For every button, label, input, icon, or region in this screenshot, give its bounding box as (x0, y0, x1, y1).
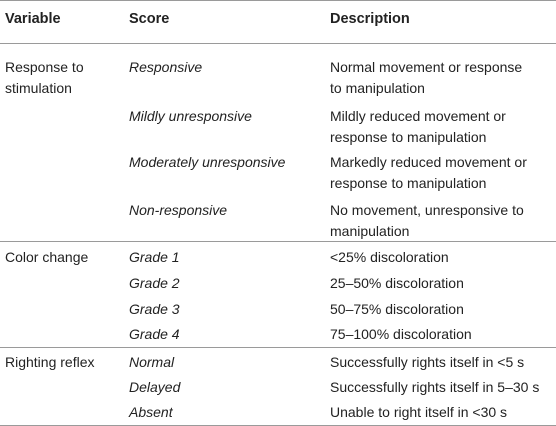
description-cell: Successfully rights itself in <5 s (330, 354, 525, 370)
description-cell: 75–100% discoloration (330, 326, 472, 342)
variable-righting-reflex: Righting reflex (5, 354, 95, 370)
score-cell: Grade 1 (129, 249, 180, 265)
description-cell: Mildly reduced movement or response to m… (330, 108, 506, 145)
description-cell: 50–75% discoloration (330, 301, 464, 317)
score-cell: Moderately unresponsive (129, 154, 286, 170)
header-rule (0, 43, 556, 44)
header-description: Description (330, 11, 410, 27)
table-top-rule (0, 0, 556, 1)
score-cell: Responsive (129, 59, 203, 75)
score-cell: Grade 3 (129, 301, 180, 317)
description-cell: <25% discoloration (330, 249, 449, 265)
score-cell: Grade 2 (129, 275, 180, 291)
header-score: Score (129, 11, 170, 27)
score-cell: Delayed (129, 379, 181, 395)
score-cell: Mildly unresponsive (129, 108, 252, 124)
score-cell: Absent (129, 404, 173, 420)
score-cell: Normal (129, 354, 175, 370)
header-variable: Variable (5, 11, 61, 27)
group-rule (0, 241, 556, 242)
description-cell: 25–50% discoloration (330, 275, 464, 291)
description-cell: Markedly reduced movement or response to… (330, 154, 527, 191)
description-cell: No movement, unresponsive to manipulatio… (330, 202, 524, 239)
score-cell: Non-responsive (129, 202, 228, 218)
description-cell: Unable to right itself in <30 s (330, 404, 508, 420)
group-rule (0, 347, 556, 348)
score-cell: Grade 4 (129, 326, 180, 342)
description-cell: Successfully rights itself in 5–30 s (330, 379, 540, 395)
variable-response-to-stimulation: Response to stimulation (5, 59, 84, 96)
variable-color-change: Color change (5, 249, 89, 265)
description-cell: Normal movement or response to manipulat… (330, 59, 523, 96)
